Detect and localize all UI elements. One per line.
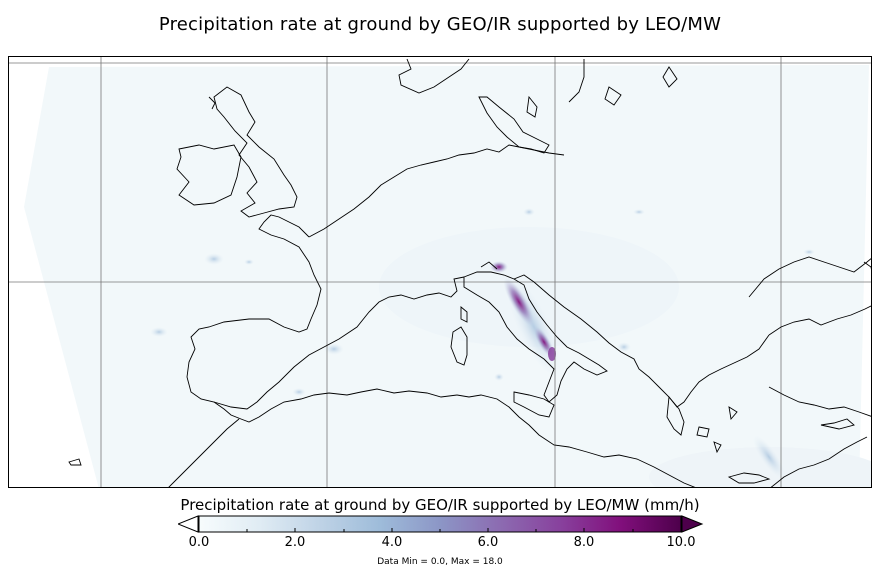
data-stats-text: Data Min = 0.0, Max = 18.0 <box>377 557 503 567</box>
colorbar-tick-label: 0.0 <box>188 535 210 550</box>
precipitation-cells <box>150 208 815 479</box>
colorbar-tick-label: 10.0 <box>666 535 696 550</box>
gridlines <box>9 57 871 487</box>
precipitation-map[interactable] <box>8 56 872 488</box>
colorbar-label: Precipitation rate at ground by GEO/IR s… <box>180 496 700 514</box>
colorbar-min-extend <box>176 515 199 533</box>
colorbar-tick-label: 6.0 <box>477 535 499 550</box>
colorbar-max-extend <box>681 515 704 533</box>
data-coverage-layer <box>24 65 871 487</box>
colorbar-minor-ticks <box>198 528 682 532</box>
colorbar <box>176 514 704 534</box>
map-title: Precipitation rate at ground by GEO/IR s… <box>158 14 722 35</box>
coastlines <box>68 58 871 487</box>
colorbar-tick-label: 4.0 <box>381 535 403 550</box>
colorbar-tick-label: 2.0 <box>284 535 306 550</box>
colorbar-tick-label: 8.0 <box>573 535 595 550</box>
